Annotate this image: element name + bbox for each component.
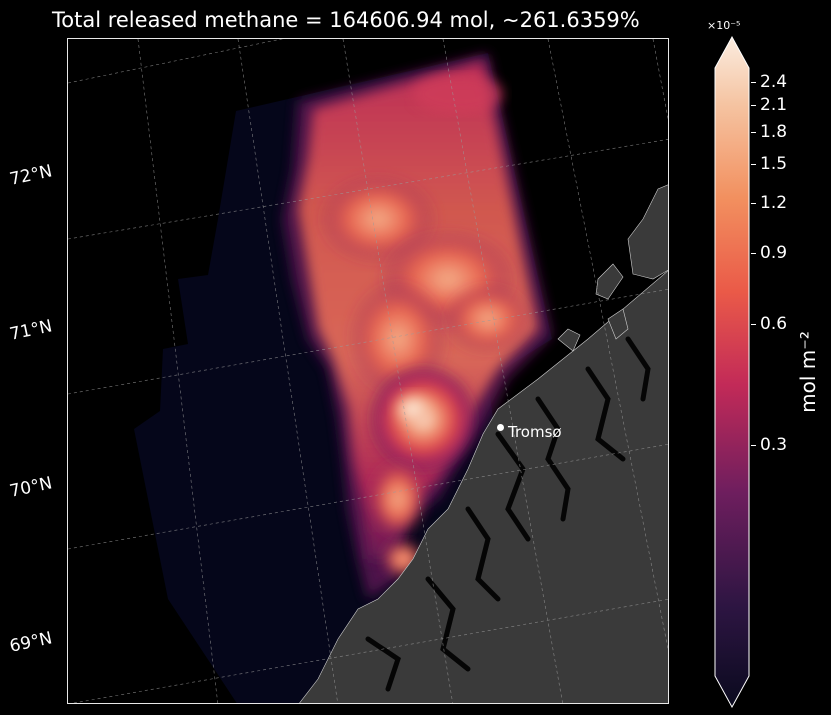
map-canvas (68, 39, 668, 703)
colorbar-tick-label: 1.5 (760, 154, 788, 175)
colorbar-tick-mark (751, 253, 756, 255)
fjords (365, 336, 651, 692)
lat-label-69: 69°N (7, 628, 55, 657)
colorbar-tick-mark (751, 324, 756, 326)
lat-label-71: 71°N (7, 316, 55, 345)
colorbar-tick-label: 1.8 (760, 122, 788, 143)
colorbar (714, 36, 750, 708)
colorbar-exponent: ×10⁻⁵ (707, 19, 741, 32)
colorbar-label: mol m⁻² (796, 331, 820, 413)
tromso-label: Tromsø (508, 423, 562, 441)
map-title: Total released methane = 164606.94 mol, … (52, 8, 640, 32)
colorbar-tick-label: 0.6 (760, 314, 788, 335)
lat-label-72: 72°N (7, 161, 55, 190)
tromso-marker (497, 424, 504, 431)
graticule (68, 39, 668, 703)
colorbar-tick-mark (751, 105, 756, 107)
colorbar-tick-label: 0.9 (760, 243, 788, 264)
colorbar-tick-label: 2.1 (760, 95, 788, 116)
colorbar-tick-label: 0.3 (760, 435, 788, 456)
coastline-land (299, 184, 668, 703)
colorbar-tick-mark (751, 164, 756, 166)
map-panel (67, 38, 669, 704)
colorbar-tick-label: 1.2 (760, 193, 788, 214)
colorbar-tick-label: 2.4 (760, 71, 788, 92)
colorbar-tick-mark (751, 132, 756, 134)
colorbar-tick-mark (751, 81, 756, 83)
colorbar-tick-mark (751, 445, 756, 447)
methane-plume (283, 53, 552, 599)
lat-label-70: 70°N (7, 473, 55, 502)
colorbar-tick-mark (751, 203, 756, 205)
